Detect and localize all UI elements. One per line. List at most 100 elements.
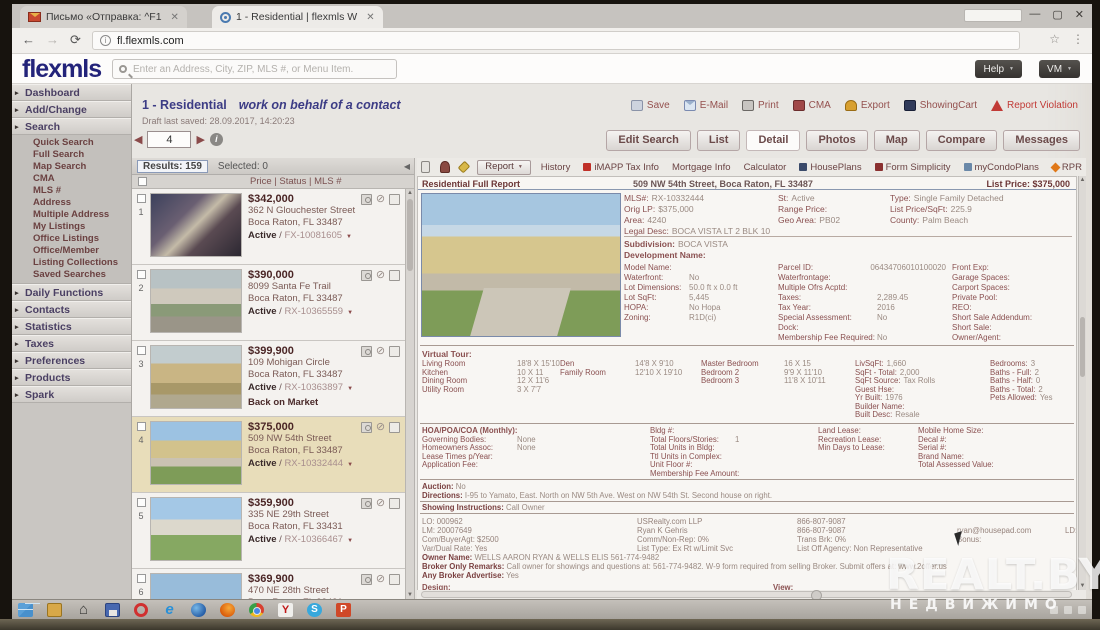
close-window-icon[interactable]: ✕ [1074,9,1084,21]
save-app-icon[interactable] [105,602,120,617]
camera-icon[interactable] [361,346,372,357]
report-tool-link[interactable]: Mortgage Info [671,161,731,173]
page-number-input[interactable]: 4 [147,131,192,148]
listing-mls-link[interactable]: RX-10363897 [277,382,344,393]
listing-row[interactable]: 1 $342,000 362 N Glouchester Street Boca… [132,189,405,265]
document-icon[interactable] [389,194,400,205]
sidebar-subitem[interactable]: Saved Searches [12,269,131,281]
report-tool-link[interactable]: iMAPP Tax Info [583,162,659,173]
listing-photo[interactable] [150,573,242,599]
sidebar-item[interactable]: Taxes [12,335,131,353]
yandex-icon[interactable]: Y [278,602,293,617]
sidebar-subitem[interactable]: CMA [12,173,131,185]
sidebar-subitem[interactable]: My Listings [12,221,131,233]
listing-mls-link[interactable]: FX-10081605 [277,230,343,241]
view-tab-button[interactable]: Photos [806,130,868,151]
tab-mail[interactable]: Письмо «Отправка: ^F1 ✕ [20,6,187,28]
listing-photo[interactable] [150,345,242,409]
menu-kebab-icon[interactable]: ⋮ [1072,32,1084,46]
property-photo[interactable] [421,193,621,337]
listing-status[interactable]: ActiveRX-10363897 [248,382,403,393]
sidebar-item[interactable]: Spark [12,386,131,404]
report-dropdown[interactable]: Report [477,159,531,175]
exclude-icon[interactable]: ⊘ [375,193,386,205]
sidebar-subitem[interactable]: Listing Collections [12,257,131,269]
report-tool-link[interactable]: Calculator [743,161,787,173]
edit-icon[interactable] [457,160,470,174]
app-search-input[interactable]: Enter an Address, City, ZIP, MLS #, or M… [112,59,397,79]
listing-row[interactable]: 2 $390,000 8099 Santa Fe Trail Boca Rato… [132,265,405,341]
document-icon[interactable] [389,498,400,509]
listing-status[interactable]: ActiveRX-10365559 [248,306,403,317]
file-manager-icon[interactable] [47,602,62,617]
listing-mls-link[interactable]: RX-10365559 [277,306,344,317]
exclude-icon[interactable]: ⊘ [375,345,386,357]
report-tool-link[interactable]: HousePlans [799,162,862,173]
sidebar-item[interactable]: Search [12,118,131,136]
camera-icon[interactable] [361,498,372,509]
chrome-icon[interactable] [249,602,264,617]
google-earth-icon[interactable] [191,602,206,617]
sidebar-item[interactable]: Statistics [12,318,131,336]
listing-row[interactable]: 5 $359,900 335 NE 29th Street Boca Raton… [132,493,405,569]
listing-row[interactable]: 4 $375,000 509 NW 54th Street Boca Raton… [132,417,405,493]
scroll-up-icon[interactable]: ▲ [407,190,413,196]
close-tab-icon[interactable]: ✕ [366,11,375,23]
sidebar-item[interactable]: Daily Functions [12,284,131,302]
listing-row[interactable]: 6 $369,900 470 NE 28th Street Boca Raton… [132,569,405,599]
tab-flexmls[interactable]: 1 - Residential | flexmls W ✕ [212,6,383,28]
skype-icon[interactable]: S [307,602,322,617]
view-tab-button[interactable]: List [696,130,741,151]
windows-start-button[interactable] [18,602,33,617]
sidebar-subitem[interactable]: Multiple Address [12,209,131,221]
view-tab-button[interactable]: Compare [925,130,998,151]
listing-checkbox[interactable] [136,346,146,355]
sidebar-item[interactable]: Add/Change [12,101,131,119]
toolbar-action[interactable]: Save [630,100,670,111]
listing-photo[interactable] [150,497,242,561]
sidebar-item[interactable]: Dashboard [12,84,131,102]
back-icon[interactable]: ← [22,32,35,47]
sort-columns-label[interactable]: Price | Status | MLS # [250,176,342,187]
toolbar-action[interactable]: CMA [792,100,831,111]
virtual-tour-link[interactable]: Virtual Tour: [422,349,472,359]
bookmark-star-icon[interactable]: ☆ [1049,32,1060,46]
forward-icon[interactable]: → [46,32,59,47]
toolbar-action[interactable]: Report Violation [991,100,1078,111]
url-box[interactable]: i fl.flexmls.com [92,31,1020,50]
maximize-icon[interactable]: ▢ [1052,9,1063,21]
results-count[interactable]: Results: 159 [137,159,208,173]
report-tool-link[interactable]: History [540,161,571,173]
view-tab-button[interactable]: Map [873,130,920,151]
toolbar-action[interactable]: E-Mail [683,100,728,111]
scroll-up-icon[interactable]: ▲ [1079,177,1086,183]
copy-icon[interactable] [421,161,431,173]
sidebar-item[interactable]: Preferences [12,352,131,370]
sidebar-subitem[interactable]: Address [12,197,131,209]
sidebar-item[interactable]: Contacts [12,301,131,319]
listing-mls-link[interactable]: RX-10366467 [277,534,344,545]
document-icon[interactable] [389,270,400,281]
camera-icon[interactable] [361,270,372,281]
listing-checkbox[interactable] [136,422,146,431]
listing-photo[interactable] [150,269,242,333]
camera-icon[interactable] [361,194,372,205]
document-icon[interactable] [389,574,400,585]
opera-icon[interactable] [134,602,148,617]
sidebar-subitem[interactable]: MLS # [12,185,131,197]
listing-mls-link[interactable]: RX-10332444 [277,458,344,469]
select-all-checkbox[interactable] [138,177,147,186]
listing-row[interactable]: 3 $399,900 109 Mohigan Circle Boca Raton… [132,341,405,417]
listing-status[interactable]: ActiveRX-10366467 [248,534,403,545]
firefox-icon[interactable] [220,602,235,617]
scroll-down-icon[interactable]: ▼ [1079,583,1086,589]
sidebar-subitem[interactable]: Office Listings [12,233,131,245]
listing-checkbox[interactable] [136,498,146,507]
sidebar-subitem[interactable]: Office/Member [12,245,131,257]
sidebar-subitem[interactable]: Map Search [12,161,131,173]
minimize-icon[interactable]: — [1029,8,1041,20]
listing-checkbox[interactable] [136,574,146,583]
view-tab-button[interactable]: Detail [746,130,801,151]
camera-icon[interactable] [361,574,372,585]
sidebar-subitem[interactable]: Quick Search [12,137,131,149]
